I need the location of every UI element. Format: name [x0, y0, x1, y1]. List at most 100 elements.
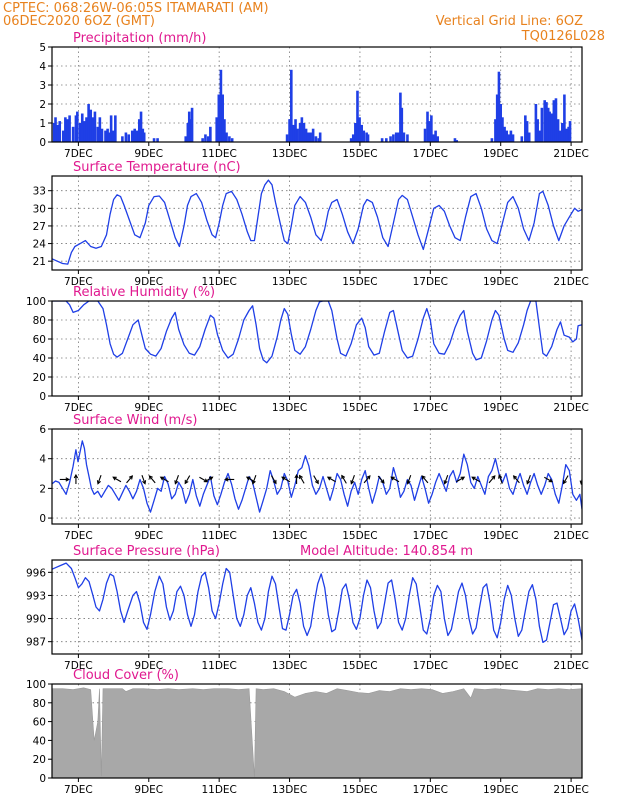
- precip-bar: [107, 132, 111, 142]
- precip-bar: [135, 130, 139, 142]
- x-tick-label: 17DEC: [413, 660, 448, 672]
- wind-arrow: [407, 475, 412, 484]
- x-tick-label: 17DEC: [413, 530, 448, 542]
- precip-bar: [204, 134, 207, 142]
- x-tick-label: 7DEC: [64, 784, 93, 796]
- precip-bar: [548, 111, 551, 142]
- precip-bar: [507, 134, 511, 142]
- x-tick-label: 21DEC: [553, 402, 588, 414]
- precip-bar: [314, 136, 318, 142]
- wind-arrow: [444, 475, 449, 484]
- precip-bar: [114, 115, 117, 142]
- precip-bar: [318, 132, 322, 142]
- wind-arrow-head: [406, 480, 411, 485]
- x-tick-label: 7DEC: [64, 660, 93, 672]
- panel-6: Cloud Cover (%) 0 20 40 60 80 100 7DEC 9DEC 11DEC…: [26, 668, 589, 796]
- precip-bar: [296, 128, 299, 142]
- x-tick-label: 17DEC: [413, 402, 448, 414]
- wind-arrow: [513, 475, 520, 484]
- precip-bar: [497, 71, 501, 142]
- precip-bar: [285, 134, 289, 142]
- x-tick-label: 13DEC: [272, 402, 307, 414]
- y-tick-label: 30: [33, 203, 46, 215]
- y-tick-label: 20: [33, 372, 46, 384]
- precip-bar: [98, 117, 102, 142]
- wind-arrow-head: [341, 474, 346, 480]
- x-tick-label: 7DEC: [64, 530, 93, 542]
- precip-bar: [509, 130, 513, 142]
- wind-arrow-head: [350, 480, 355, 485]
- series-line: [52, 301, 582, 364]
- wind-arrow-head: [148, 475, 153, 480]
- x-tick-label: 9DEC: [134, 276, 163, 288]
- wind-arrow: [341, 475, 347, 484]
- precip-bar: [565, 128, 568, 142]
- precip-bar: [58, 121, 62, 142]
- precip-bar: [349, 138, 353, 142]
- y-tick-label: 993: [26, 590, 46, 602]
- y-tick-label: 100: [26, 679, 46, 691]
- header-model: TQ0126L028: [521, 29, 605, 44]
- x-tick-label: 15DEC: [342, 784, 377, 796]
- x-tick-label: 9DEC: [134, 784, 163, 796]
- panel-title: Surface Pressure (hPa): [73, 544, 220, 559]
- wind-arrow: [148, 475, 156, 484]
- x-tick-label: 9DEC: [134, 660, 163, 672]
- precip-bar: [300, 117, 304, 142]
- wind-arrow-head: [460, 476, 466, 481]
- precip-bar: [351, 134, 355, 142]
- precip-bar: [362, 130, 366, 142]
- precip-bar: [380, 138, 384, 142]
- series-layer: [52, 440, 582, 513]
- precip-bar: [133, 128, 137, 142]
- precip-bar: [223, 119, 226, 142]
- precip-bar: [137, 119, 141, 142]
- precip-bar: [545, 102, 548, 142]
- x-tick-label: 11DEC: [201, 784, 236, 796]
- x-tick-label: 15DEC: [342, 402, 377, 414]
- precip-bar: [394, 132, 398, 142]
- precip-bar: [455, 140, 459, 142]
- wind-arrow-head: [73, 473, 79, 479]
- precip-bar: [503, 126, 506, 142]
- wind-arrow: [204, 476, 213, 483]
- precip-bar: [501, 117, 504, 142]
- y-tick-label: 0: [39, 513, 46, 525]
- precip-bar: [389, 136, 392, 142]
- series-layer: [52, 301, 582, 364]
- x-tick-label: 13DEC: [272, 276, 307, 288]
- wind-arrow: [97, 475, 102, 484]
- precip-bar: [552, 100, 556, 142]
- precip-bar: [56, 124, 59, 142]
- wind-arrow-head: [224, 477, 229, 482]
- precip-bar: [358, 117, 361, 142]
- precip-bar: [453, 138, 457, 142]
- panel-frame: [51, 428, 583, 525]
- wind-arrow: [377, 475, 385, 484]
- precip-bar: [311, 128, 315, 142]
- wind-arrow: [313, 475, 319, 484]
- precip-bar: [554, 98, 558, 142]
- header-grid-note: Vertical Grid Line: 6OZ: [436, 14, 583, 29]
- precip-bar: [520, 136, 524, 142]
- precip-bar: [540, 107, 544, 142]
- x-tick-label: 9DEC: [134, 148, 163, 160]
- x-tick-label: 17DEC: [413, 784, 448, 796]
- y-tick-label: 100: [26, 296, 46, 308]
- precip-bar: [111, 130, 115, 142]
- precip-bar: [184, 136, 188, 142]
- precip-bar: [141, 128, 145, 142]
- precip-bar: [93, 111, 97, 142]
- precip-bar: [427, 121, 431, 142]
- wind-arrow: [456, 476, 465, 483]
- precip-bar: [225, 132, 228, 142]
- precip-bar: [64, 117, 67, 142]
- wind-arrow-head: [366, 475, 371, 480]
- x-tick-label: 15DEC: [342, 276, 377, 288]
- panel-4: Surface Wind (m/s) 0 2 4 6 7DEC 9DEC 11DEC 13DEC…: [39, 413, 588, 542]
- precip-bar: [365, 132, 368, 142]
- precip-bar: [104, 130, 107, 142]
- panel-5: Surface Pressure (hPa) Model Altitude: 14…: [26, 544, 589, 672]
- wind-arrow-head: [443, 480, 448, 485]
- precip-bar: [85, 117, 88, 142]
